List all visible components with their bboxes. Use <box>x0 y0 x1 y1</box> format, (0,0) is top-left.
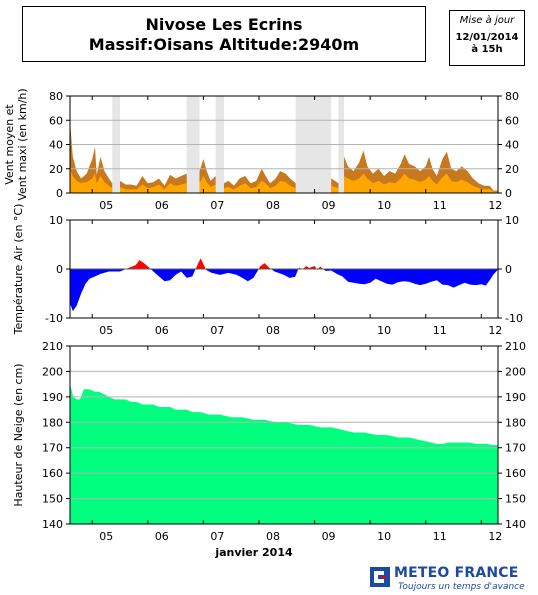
x-tick-label: 12 <box>488 530 502 543</box>
y-tick-label-right: 180 <box>505 416 526 429</box>
wind-mean-area <box>70 168 113 193</box>
wind-mean-area <box>344 173 498 193</box>
update-date: 12/01/2014 à 15h <box>450 32 524 56</box>
x-tick-label: 11 <box>433 324 447 337</box>
y-tick-label-left: 160 <box>42 467 63 480</box>
x-tick-label: 09 <box>322 530 336 543</box>
y-tick-label-left: 200 <box>42 365 63 378</box>
y-tick-label-left: 20 <box>49 163 63 176</box>
snow-depth-area <box>70 384 498 524</box>
chart-title-box: Nivose Les Ecrins Massif:Oisans Altitude… <box>22 6 426 62</box>
y-tick-label-right: 60 <box>505 114 519 127</box>
x-tick-label: 05 <box>99 530 113 543</box>
x-tick-label: 10 <box>377 530 391 543</box>
y-axis-label: Vent moyen et <box>3 104 16 185</box>
update-label: Mise à jour <box>459 15 515 26</box>
x-tick-label: 06 <box>155 324 169 337</box>
y-tick-label-right: 170 <box>505 442 526 455</box>
y-tick-label-left: 0 <box>56 263 63 276</box>
x-tick-label: 12 <box>488 324 502 337</box>
x-tick-label: 09 <box>322 324 336 337</box>
y-tick-label-right: 40 <box>505 139 519 152</box>
x-axis-label: janvier 2014 <box>214 546 293 559</box>
y-tick-label-right: 20 <box>505 163 519 176</box>
x-tick-label: 05 <box>99 199 113 212</box>
y-tick-label-left: 180 <box>42 416 63 429</box>
x-tick-label: 11 <box>433 530 447 543</box>
logo-tagline: Toujours un temps d'avance <box>398 582 525 592</box>
wind-mean-area <box>199 176 216 193</box>
x-tick-label: 12 <box>488 199 502 212</box>
meteo-france-emblem-icon <box>370 567 390 587</box>
x-tick-label: 08 <box>266 199 280 212</box>
y-tick-label-right: 190 <box>505 391 526 404</box>
y-axis-label: Température Air (en °C) <box>12 204 25 336</box>
x-tick-label: 07 <box>210 324 224 337</box>
y-tick-label-right: 80 <box>505 90 519 103</box>
wind-max-area <box>70 120 113 193</box>
y-tick-label-right: -10 <box>505 312 523 325</box>
wind-mean-area <box>331 185 339 193</box>
temperature-positive-area <box>70 258 498 269</box>
y-tick-label-left: 10 <box>49 214 63 227</box>
y-axis-label: Hauteur de Neige (en cm) <box>12 363 25 506</box>
y-tick-label-right: 210 <box>505 340 526 353</box>
x-tick-label: 08 <box>266 530 280 543</box>
station-title: Nivose Les Ecrins <box>145 15 303 34</box>
y-tick-label-right: 150 <box>505 493 526 506</box>
x-tick-label: 09 <box>322 199 336 212</box>
x-tick-label: 07 <box>210 199 224 212</box>
plot-frame <box>69 345 499 525</box>
x-tick-label: 06 <box>155 530 169 543</box>
y-tick-label-left: -10 <box>45 312 63 325</box>
y-tick-label-right: 200 <box>505 365 526 378</box>
y-tick-label-left: 40 <box>49 139 63 152</box>
x-tick-label: 08 <box>266 324 280 337</box>
y-tick-label-left: 140 <box>42 518 63 531</box>
chart-panel-3: 140 140 150 150 160 160 170 170 180 180 190 190 200 2… <box>12 340 526 559</box>
update-time-value: à 15h <box>471 44 503 55</box>
y-tick-label-left: 170 <box>42 442 63 455</box>
logo-name: METEO FRANCE <box>394 565 519 581</box>
chart-panel-1: 0 0 20 20 40 40 60 60 80 80 05 06 07 08 09 10 11 12 Vent m… <box>3 88 519 212</box>
y-tick-label-left: 210 <box>42 340 63 353</box>
y-tick-label-right: 0 <box>505 187 512 200</box>
chart-panel-2: -10 -10 0 0 10 10 05 06 07 08 09 10 11 12 Température … <box>12 204 523 337</box>
x-tick-label: 05 <box>99 324 113 337</box>
y-tick-label-right: 140 <box>505 518 526 531</box>
y-tick-label-left: 60 <box>49 114 63 127</box>
x-tick-label: 07 <box>210 530 224 543</box>
y-tick-label-left: 190 <box>42 391 63 404</box>
y-tick-label-right: 10 <box>505 214 519 227</box>
x-tick-label: 10 <box>377 324 391 337</box>
temperature-negative-area <box>70 269 498 312</box>
y-tick-label-left: 150 <box>42 493 63 506</box>
station-subtitle: Massif:Oisans Altitude:2940m <box>88 35 360 54</box>
y-tick-label-right: 0 <box>505 263 512 276</box>
y-tick-label-right: 160 <box>505 467 526 480</box>
wind-mean-area <box>120 183 187 193</box>
y-axis-label: Vent maxi (en km/h) <box>16 88 29 200</box>
update-date-value: 12/01/2014 <box>455 32 519 43</box>
wind-mean-area <box>223 180 296 193</box>
x-tick-label: 06 <box>155 199 169 212</box>
y-tick-label-left: 0 <box>56 187 63 200</box>
x-tick-label: 10 <box>377 199 391 212</box>
meteo-france-logo: METEO FRANCE Toujours un temps d'avance <box>370 565 535 593</box>
x-tick-label: 11 <box>433 199 447 212</box>
y-tick-label-left: 80 <box>49 90 63 103</box>
update-box: Mise à jour 12/01/2014 à 15h <box>449 10 525 66</box>
